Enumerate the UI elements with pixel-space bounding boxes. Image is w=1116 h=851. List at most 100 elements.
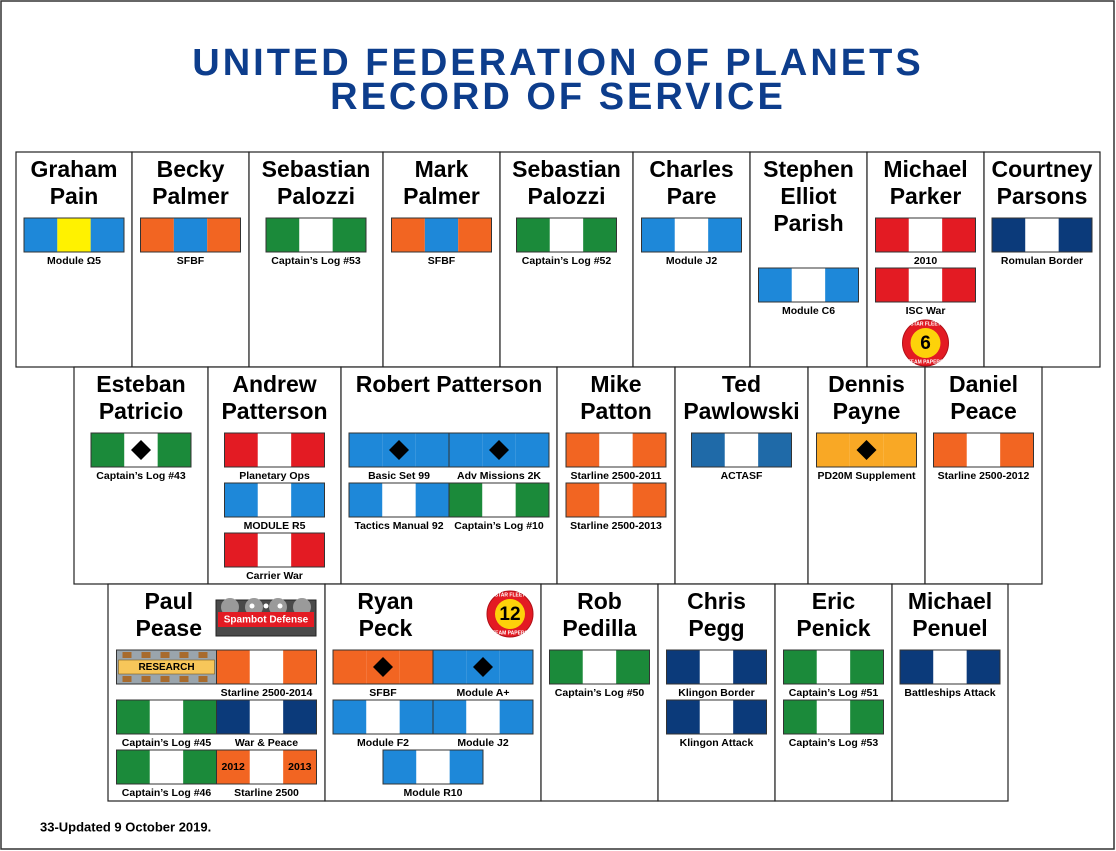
ribbon-outline bbox=[899, 649, 1001, 685]
ribbon-stripe bbox=[482, 483, 516, 517]
ribbon-stripe bbox=[566, 483, 600, 517]
ribbon-outline bbox=[565, 482, 667, 518]
ribbon-caption: Planetary Ops bbox=[239, 470, 310, 482]
ribbon-year: 2012 bbox=[221, 761, 245, 773]
ribbon-outline bbox=[23, 217, 125, 253]
card-border bbox=[499, 151, 634, 368]
ribbon-stripe bbox=[699, 700, 734, 734]
member-name: Patterson bbox=[221, 398, 327, 424]
ribbon-caption: ACTASF bbox=[721, 470, 763, 482]
ribbon-stripe bbox=[207, 218, 241, 252]
member-name: Pare bbox=[667, 183, 717, 209]
ribbon-stripe bbox=[249, 650, 284, 684]
card-border bbox=[131, 151, 250, 368]
card-border bbox=[340, 366, 558, 585]
seal-core bbox=[495, 599, 525, 629]
ribbon-stripe bbox=[382, 483, 416, 517]
ribbon-stripe bbox=[299, 218, 333, 252]
member-name: Parish bbox=[773, 210, 843, 236]
member-name: Sebastian bbox=[262, 156, 371, 182]
ribbon-caption: Module F2 bbox=[357, 737, 409, 749]
ribbon-caption: SFBF bbox=[177, 255, 205, 267]
ribbon-caption: Module J2 bbox=[457, 737, 509, 749]
banner-label: Spambot Defense bbox=[224, 615, 309, 626]
ribbon-caption: SFBF bbox=[369, 687, 397, 699]
ribbon-stripe bbox=[758, 268, 792, 302]
ribbon-diamond bbox=[389, 440, 409, 460]
plaque-stud bbox=[141, 652, 151, 658]
ribbon-stripe bbox=[966, 433, 1001, 467]
ribbon-stripe bbox=[1025, 218, 1059, 252]
ribbon-stripe bbox=[283, 750, 317, 784]
ribbon-stripe bbox=[791, 268, 826, 302]
ribbon-stripe bbox=[816, 433, 850, 467]
card-border bbox=[983, 151, 1101, 368]
seal-top: STAR FLEET bbox=[495, 592, 525, 598]
ribbon-caption: Module J2 bbox=[666, 255, 718, 267]
member-name: Rob bbox=[577, 588, 622, 614]
ribbon-caption: Captain’s Log #46 bbox=[122, 787, 212, 799]
ribbon-stripe bbox=[449, 433, 483, 467]
member-name: Courtney bbox=[992, 156, 1093, 182]
ribbon-stripe bbox=[783, 650, 817, 684]
ribbon-caption: Module A+ bbox=[457, 687, 510, 699]
ribbon-outline bbox=[391, 217, 492, 253]
ribbon-outline bbox=[216, 699, 317, 735]
ribbon-stripe bbox=[992, 218, 1026, 252]
ribbon-outline bbox=[758, 267, 859, 303]
plaque-band bbox=[118, 659, 215, 675]
ribbon-stripe bbox=[291, 533, 325, 567]
ribbon-caption: Starline 2500-2012 bbox=[938, 470, 1030, 482]
ribbon-stripe bbox=[116, 750, 150, 784]
member-name: Patton bbox=[580, 398, 652, 424]
seal-number: 12 bbox=[499, 604, 520, 625]
ribbon-stripe bbox=[733, 700, 767, 734]
ribbon-stripe bbox=[257, 483, 292, 517]
ribbon-caption: Captain’s Log #10 bbox=[454, 520, 544, 532]
ribbon-stripe bbox=[875, 268, 909, 302]
ribbon-stripe bbox=[283, 700, 317, 734]
seal-top: STAR FLEET bbox=[910, 321, 940, 327]
plaque-stud bbox=[122, 652, 132, 658]
member-name: Esteban bbox=[96, 371, 185, 397]
ribbon-stripe bbox=[1000, 433, 1034, 467]
ribbon-stripe bbox=[24, 218, 58, 252]
ribbon-stripe bbox=[515, 483, 549, 517]
ribbon-stripe bbox=[424, 218, 459, 252]
member-name: Penuel bbox=[912, 615, 987, 641]
ribbon-caption: Romulan Border bbox=[1001, 255, 1083, 267]
ribbon-stripe bbox=[90, 218, 124, 252]
ribbon-stripe bbox=[224, 483, 258, 517]
ribbon-stripe bbox=[632, 433, 666, 467]
ribbon-stripe bbox=[366, 700, 400, 734]
ribbon-stripe bbox=[416, 750, 450, 784]
ribbon-stripe bbox=[283, 650, 317, 684]
ribbon-diamond bbox=[373, 657, 393, 677]
ribbon-stripe bbox=[249, 700, 284, 734]
card-border bbox=[556, 366, 676, 585]
ribbon-outline bbox=[933, 432, 1034, 468]
member-name: Mike bbox=[590, 371, 641, 397]
ribbon-outline bbox=[90, 432, 192, 468]
ribbon-stripe bbox=[708, 218, 742, 252]
member-name: Palozzi bbox=[528, 183, 606, 209]
footer: 33-Updated 9 October 2019. bbox=[40, 819, 211, 834]
ribbon-stripe bbox=[816, 650, 851, 684]
ribbon-stripe bbox=[332, 218, 366, 252]
ribbon-outline bbox=[875, 267, 976, 303]
ribbon-outline bbox=[691, 432, 792, 468]
ribbon-caption: Tactics Manual 92 bbox=[354, 520, 443, 532]
ribbon-stripe bbox=[1058, 218, 1092, 252]
ribbon-stripe bbox=[399, 650, 433, 684]
ribbon-stripe bbox=[875, 218, 909, 252]
ribbon-outline bbox=[641, 217, 742, 253]
ribbon-stripe bbox=[157, 433, 191, 467]
title-line: RECORD OF SERVICE bbox=[330, 76, 786, 118]
ribbon-caption: Starline 2500-2011 bbox=[570, 470, 661, 482]
ribbon-caption: ISC War bbox=[906, 305, 946, 317]
ribbon-stripe bbox=[433, 700, 467, 734]
